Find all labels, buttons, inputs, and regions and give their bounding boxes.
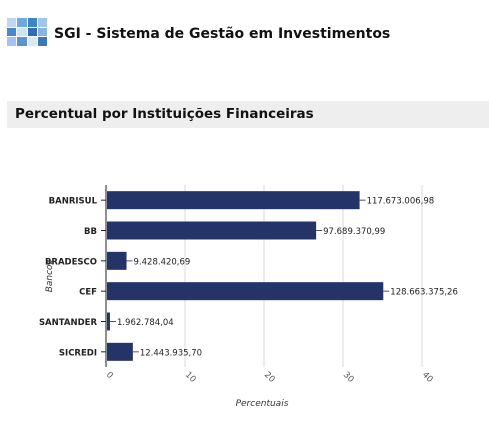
bar: [107, 312, 110, 331]
logo-tile: [17, 27, 27, 37]
app-header: SGI - Sistema de Gestão em Investimentos: [0, 0, 489, 60]
bar: [107, 282, 384, 301]
x-tick-label: 30: [341, 370, 356, 385]
data-label: 1.962.784,04: [117, 318, 174, 328]
category-label: BRADESCO: [45, 257, 97, 267]
bar: [107, 251, 127, 270]
logo-tile: [7, 37, 17, 46]
app-logo-icon: [7, 18, 47, 46]
logo-tile: [27, 37, 37, 46]
logo-tile: [37, 37, 47, 46]
logo-tile: [7, 27, 17, 37]
logo-tile: [37, 27, 47, 37]
x-tick-label: 20: [262, 370, 277, 385]
x-tick-label: 40: [420, 370, 435, 385]
x-tick-label: 0: [104, 370, 115, 381]
category-label: SANTANDER: [39, 318, 98, 328]
category-label: SICREDI: [59, 348, 97, 358]
data-label: 117.673.006,98: [367, 197, 435, 207]
logo-tile: [17, 37, 27, 46]
section-title: Percentual por Instituições Financeiras: [15, 106, 314, 122]
category-label: CEF: [79, 288, 97, 298]
category-label: BB: [84, 227, 97, 237]
x-axis-title: Percentuais: [236, 399, 289, 409]
logo-tile: [37, 18, 47, 27]
data-label: 97.689.370,99: [323, 227, 385, 237]
logo-tile: [7, 18, 17, 27]
bar: [107, 191, 360, 210]
logo-tile: [27, 27, 37, 37]
y-axis-title: Bancos: [45, 259, 55, 292]
logo-tile: [27, 18, 37, 27]
x-tick-label: 10: [183, 370, 198, 385]
bar: [107, 221, 317, 240]
bar: [107, 342, 133, 361]
data-label: 12.443.935,70: [140, 348, 202, 358]
section-header: Percentual por Instituições Financeiras: [7, 101, 489, 128]
logo-tile: [17, 18, 27, 27]
category-label: BANRISUL: [49, 197, 98, 207]
app-title: SGI - Sistema de Gestão em Investimentos: [54, 26, 391, 42]
data-label: 9.428.420,69: [134, 257, 191, 267]
data-label: 128.663.375,26: [390, 288, 458, 298]
